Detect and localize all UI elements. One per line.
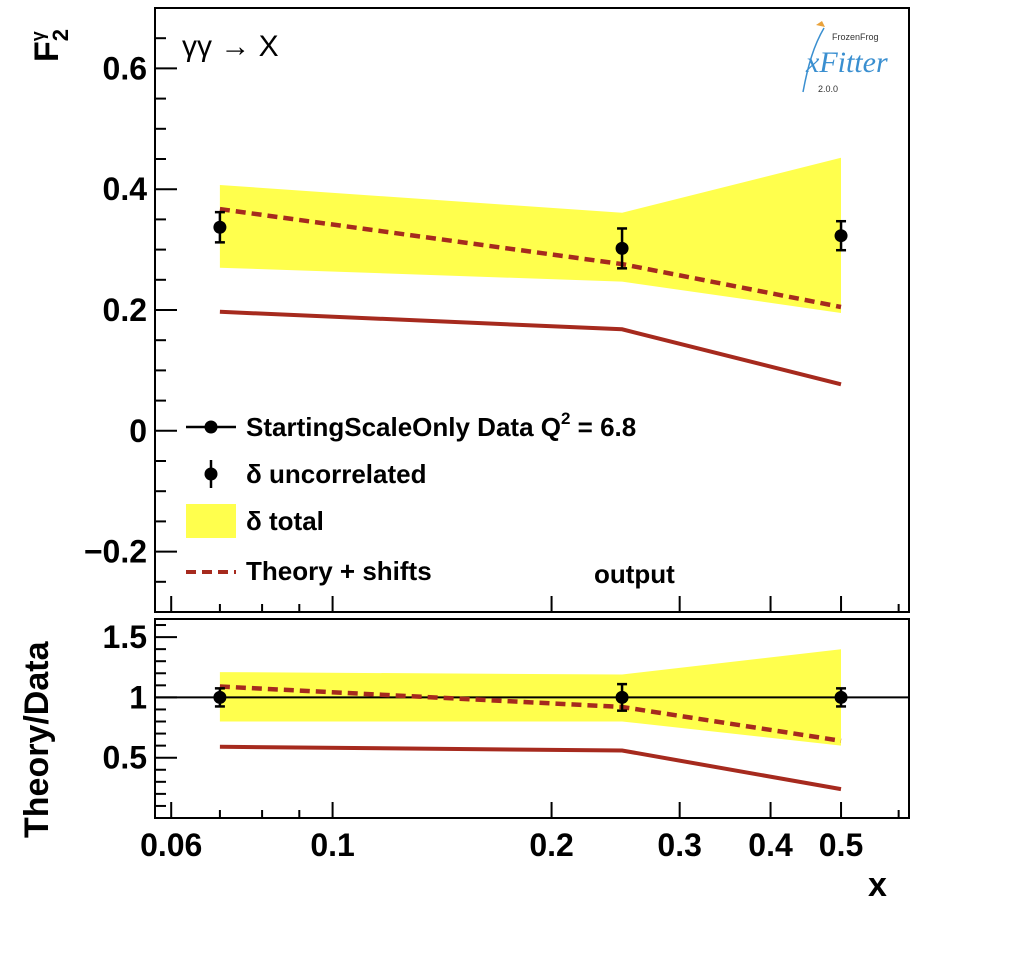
main-data-marker	[834, 229, 848, 243]
main-ytick-label: 0	[129, 413, 147, 449]
xtick-label: 0.1	[310, 827, 354, 863]
legend-entry-total: δ total	[186, 504, 324, 538]
logo-swoosh-icon	[802, 27, 825, 93]
main-ytick-label: 0.2	[103, 292, 147, 328]
main-data-points-layer	[213, 210, 848, 270]
main-data-point	[213, 210, 227, 244]
logo-version-text: 2.0.0	[818, 84, 838, 94]
xlabel: x	[868, 866, 887, 904]
logo-frog-icon	[816, 21, 825, 27]
main-axis-ticks: −0.2 0 0.2 0.4 0.6	[84, 7, 900, 613]
main-ytick-label: 0.6	[103, 50, 147, 86]
legend: StartingScaleOnly Data Q2 = 6.8 δ uncorr…	[186, 409, 636, 586]
main-theory-line	[219, 309, 842, 387]
xfitter-logo: FrozenFrog xFitter 2.0.0	[802, 21, 888, 94]
ratio-data-marker	[615, 690, 629, 704]
main-data-marker	[615, 241, 629, 255]
legend-data-label: StartingScaleOnly Data Q2 = 6.8	[246, 409, 636, 442]
xtick-label: 0.06	[140, 827, 202, 863]
xtick-label: 0.4	[748, 827, 793, 863]
xtick-label: 0.2	[529, 827, 573, 863]
ratio-ytick-label: 1	[129, 679, 147, 715]
main-ytick-label: 0.4	[103, 171, 148, 207]
main-total-band	[219, 157, 841, 313]
process-label: γγ → X	[182, 30, 279, 63]
ratio-ytick-label: 0.5	[103, 740, 147, 776]
main-ylabel: Fγ2	[28, 29, 73, 62]
ratio-data-point	[213, 687, 227, 708]
legend-entry-data: StartingScaleOnly Data Q2 = 6.8	[186, 409, 636, 442]
legend-band-marker	[186, 504, 236, 538]
ratio-theory-line	[219, 744, 842, 792]
ratio-data-point	[615, 682, 629, 712]
legend-theory-shifts-label: Theory + shifts	[246, 556, 432, 586]
ratio-ylabel: Theory/Data	[18, 640, 56, 838]
ratio-ytick-label: 1.5	[103, 619, 147, 655]
main-data-marker	[213, 220, 227, 234]
ratio-plot-frame	[154, 618, 910, 819]
legend-uncorrelated-label: δ uncorrelated	[246, 459, 426, 489]
xtick-label: 0.5	[819, 827, 863, 863]
legend-total-label: δ total	[246, 506, 324, 536]
main-ytick-label: −0.2	[84, 534, 147, 570]
ratio-data-marker	[213, 690, 227, 704]
output-label: output	[594, 559, 675, 589]
main-data-point	[834, 219, 848, 252]
logo-name-text: xFitter	[805, 46, 888, 79]
legend-errorbar-point-marker	[204, 467, 218, 481]
ratio-data-marker	[834, 690, 848, 704]
xtick-label: 0.3	[657, 827, 701, 863]
logo-top-text: FrozenFrog	[832, 32, 879, 42]
ratio-data-point	[834, 687, 848, 708]
legend-data-point-marker	[204, 420, 218, 434]
main-data-point	[615, 227, 629, 270]
main-total-band-layer	[219, 157, 841, 313]
legend-entry-uncorrelated: δ uncorrelated	[204, 459, 426, 489]
ratio-data-points-layer	[213, 682, 848, 712]
ratio-axis-ticks: 0.5 1 1.5 0.06 0.1 0.2 0.3 0.4 0.5	[103, 619, 900, 863]
legend-entry-theory-shifts: Theory + shifts	[186, 556, 432, 586]
